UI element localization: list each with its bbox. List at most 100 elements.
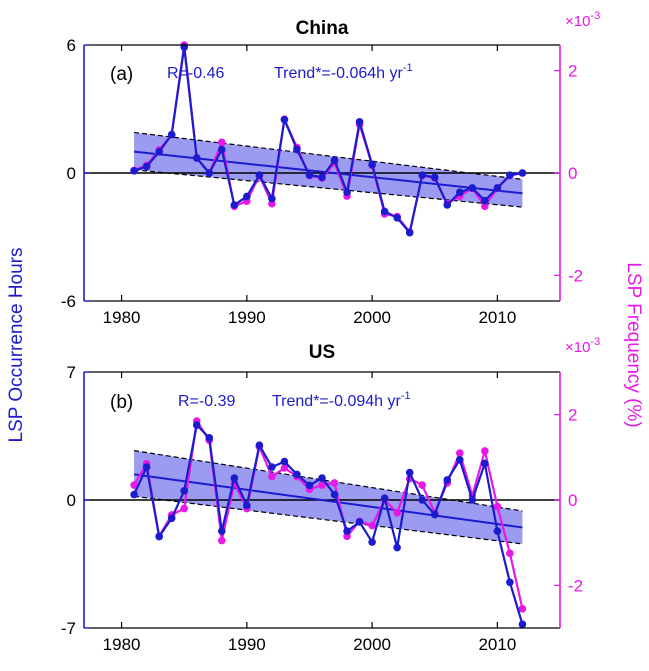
point-frequency	[368, 521, 376, 530]
point-hours	[380, 207, 389, 216]
band-lower-edge	[134, 495, 523, 545]
y-tick-label-left: 0	[67, 164, 76, 183]
point-hours	[455, 188, 464, 196]
panel-china: China (a) R=-0.46 Trend*=-0.064h yr-1 ×1…	[61, 10, 600, 327]
stat-trend-us-text: Trend*=-0.094h yr	[272, 393, 401, 410]
point-hours	[217, 145, 226, 154]
band-lower-edge	[134, 169, 523, 208]
x-tick-label: 1980	[103, 308, 141, 327]
point-hours	[355, 518, 364, 526]
y-tick-label-left: -7	[61, 619, 76, 638]
point-hours	[205, 434, 214, 442]
point-hours	[418, 171, 427, 179]
point-hours	[405, 228, 414, 237]
point-hours	[506, 171, 514, 179]
point-hours	[230, 474, 239, 482]
x-tick-label: 1990	[228, 308, 266, 327]
point-hours	[217, 527, 226, 535]
confidence-band	[134, 450, 523, 544]
point-frequency	[318, 481, 326, 489]
point-hours	[518, 620, 527, 629]
panel-title-us: US	[309, 342, 335, 363]
point-hours	[493, 527, 502, 535]
stat-r-us: R=-0.39	[178, 393, 235, 410]
x-tick-label: 2010	[478, 635, 516, 654]
y-axis-label-right: LSP Frequency (%)	[623, 262, 644, 427]
point-hours	[393, 543, 401, 552]
right-multiplier-a: ×10-3	[565, 10, 600, 30]
point-hours	[506, 578, 514, 587]
point-hours	[130, 167, 138, 175]
y-tick-label-left: 0	[67, 491, 76, 510]
y-tick-label-left: 6	[67, 36, 76, 55]
x-tick-label: 1980	[103, 635, 141, 654]
panel-label-a: (a)	[110, 64, 133, 85]
x-tick-label: 2000	[353, 635, 391, 654]
point-frequency	[393, 509, 401, 517]
point-hours	[430, 173, 439, 182]
point-hours	[155, 532, 163, 541]
point-hours	[155, 147, 163, 156]
band-upper-edge	[134, 450, 523, 512]
point-hours	[443, 201, 452, 209]
point-hours	[167, 514, 176, 523]
y-tick-label-right: 2	[568, 406, 577, 425]
point-hours	[255, 171, 264, 179]
y-tick-label-right: 2	[568, 62, 577, 81]
point-hours	[230, 201, 239, 209]
stat-r-china: R=-0.46	[167, 65, 224, 82]
point-frequency	[455, 449, 464, 457]
trend-line	[133, 473, 523, 529]
point-hours	[280, 457, 289, 466]
point-hours	[518, 169, 527, 177]
plot-area-us: 1980 1990 2000 2010 -7 0 7 -2 0 2	[61, 363, 583, 654]
point-hours	[192, 421, 201, 429]
point-hours	[305, 481, 314, 490]
x-tick-label: 2010	[478, 308, 516, 327]
point-frequency	[180, 504, 189, 513]
point-hours	[180, 487, 189, 495]
point-hours	[481, 459, 489, 468]
point-hours	[293, 470, 301, 479]
point-frequency	[217, 138, 226, 147]
panel-us: US (b) R=-0.39 Trend*=-0.094h yr-1 ×10-3…	[61, 336, 600, 654]
point-hours	[243, 192, 251, 201]
right-multiplier-b: ×10-3	[565, 336, 600, 356]
point-hours	[368, 160, 376, 169]
point-hours	[355, 118, 364, 126]
point-frequency	[268, 472, 276, 481]
band-upper-edge	[134, 131, 523, 180]
panel-title-china: China	[296, 18, 349, 39]
y-axis-label-left: LSP Occurrence Hours	[6, 247, 27, 442]
point-hours	[368, 538, 376, 546]
point-frequency	[418, 481, 427, 489]
point-hours	[293, 145, 301, 154]
plot-area-china: 1980 1990 2000 2010 -6 0 6 -2 0 2	[61, 36, 583, 327]
point-frequency	[481, 447, 489, 455]
point-frequency	[506, 549, 514, 558]
point-frequency	[330, 479, 339, 487]
point-hours	[405, 468, 414, 477]
point-frequency	[280, 464, 289, 472]
stat-trend-china-text: Trend*=-0.064h yr	[274, 65, 403, 82]
point-frequency	[518, 605, 527, 613]
point-hours	[455, 455, 464, 464]
y-tick-label-right: -2	[568, 576, 583, 595]
point-hours	[255, 441, 264, 449]
point-hours	[443, 476, 452, 484]
point-hours	[268, 194, 276, 203]
stat-trend-us-exp: -1	[401, 390, 411, 402]
point-hours	[481, 196, 489, 205]
y-tick-label-right: -2	[568, 266, 583, 285]
point-frequency	[493, 502, 502, 511]
x-tick-label: 2000	[353, 308, 391, 327]
point-hours	[343, 527, 351, 535]
point-hours	[318, 173, 326, 182]
point-hours	[318, 474, 326, 482]
point-frequency	[130, 481, 138, 489]
point-frequency	[217, 536, 226, 545]
point-hours	[493, 184, 502, 192]
point-hours	[430, 510, 439, 519]
point-hours	[468, 496, 477, 504]
x-tick-label: 1990	[228, 635, 266, 654]
